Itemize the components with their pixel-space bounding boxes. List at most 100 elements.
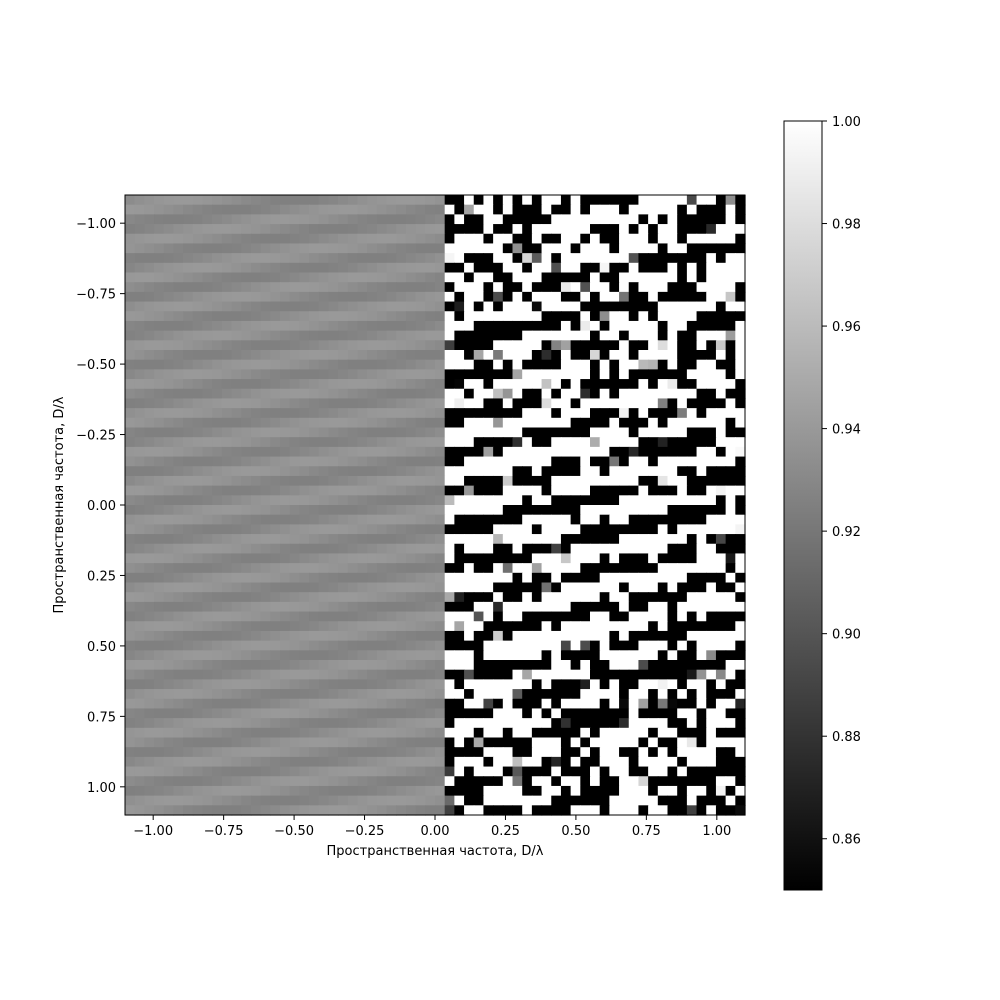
heatmap-cell bbox=[367, 427, 378, 438]
heatmap-cell bbox=[328, 282, 339, 293]
heatmap-cell bbox=[183, 630, 194, 642]
heatmap-cell bbox=[435, 301, 446, 312]
heatmap-cell bbox=[173, 456, 184, 467]
heatmap-cell bbox=[454, 524, 465, 535]
heatmap-cell bbox=[454, 320, 465, 332]
heatmap-cell bbox=[192, 640, 204, 651]
heatmap-cell bbox=[541, 466, 552, 477]
heatmap-cell bbox=[338, 756, 349, 768]
heatmap-cell bbox=[696, 747, 707, 758]
heatmap-cell bbox=[522, 630, 533, 642]
heatmap-cell bbox=[531, 563, 543, 574]
heatmap-cell bbox=[202, 630, 213, 642]
heatmap-cell bbox=[473, 756, 485, 768]
heatmap-cell bbox=[522, 727, 533, 739]
heatmap-cell bbox=[289, 611, 300, 622]
heatmap-cell bbox=[154, 398, 165, 409]
heatmap-cell bbox=[357, 514, 368, 525]
heatmap-cell bbox=[415, 398, 426, 409]
heatmap-cell bbox=[125, 446, 136, 458]
heatmap-cell bbox=[590, 195, 601, 206]
heatmap-cell bbox=[212, 795, 223, 806]
heatmap-cell bbox=[657, 301, 669, 312]
heatmap-cell bbox=[560, 689, 572, 700]
heatmap-cell bbox=[696, 650, 707, 661]
heatmap-cell bbox=[560, 505, 572, 516]
heatmap-cell bbox=[696, 660, 707, 671]
heatmap-cell bbox=[435, 505, 446, 516]
heatmap-cell bbox=[154, 785, 165, 797]
heatmap-cell bbox=[376, 446, 388, 458]
heatmap-cell bbox=[609, 524, 620, 535]
heatmap-cell bbox=[318, 689, 330, 700]
heatmap-cell bbox=[260, 563, 271, 574]
heatmap-cell bbox=[144, 350, 155, 361]
heatmap-cell bbox=[173, 621, 184, 632]
heatmap-cell bbox=[338, 708, 349, 719]
heatmap-cell bbox=[202, 718, 213, 729]
heatmap-cell bbox=[531, 766, 543, 777]
heatmap-cell bbox=[648, 388, 659, 400]
heatmap-cell bbox=[512, 505, 523, 516]
heatmap-cell bbox=[531, 291, 543, 303]
heatmap-cell bbox=[202, 805, 213, 816]
heatmap-cell bbox=[657, 505, 669, 516]
heatmap-cell bbox=[696, 592, 707, 603]
heatmap-cell bbox=[338, 466, 349, 477]
heatmap-cell bbox=[657, 369, 669, 380]
heatmap-cell bbox=[483, 214, 494, 225]
heatmap-cell bbox=[735, 398, 746, 409]
heatmap-cell bbox=[638, 698, 649, 710]
heatmap-cell bbox=[183, 446, 194, 458]
heatmap-cell bbox=[415, 621, 426, 632]
heatmap-cell bbox=[367, 805, 378, 816]
heatmap-cell bbox=[609, 563, 620, 574]
heatmap-cell bbox=[367, 756, 378, 768]
heatmap-cell bbox=[628, 320, 640, 332]
heatmap-cell bbox=[163, 359, 175, 370]
heatmap-cell bbox=[386, 785, 397, 797]
heatmap-cell bbox=[619, 698, 630, 710]
heatmap-cell bbox=[367, 785, 378, 797]
heatmap-cell bbox=[212, 350, 223, 361]
heatmap-cell bbox=[735, 640, 746, 651]
heatmap-cell bbox=[212, 650, 223, 661]
heatmap-cell bbox=[580, 534, 591, 545]
heatmap-cell bbox=[134, 204, 145, 215]
heatmap-cell bbox=[590, 776, 601, 787]
heatmap-cell bbox=[677, 291, 688, 303]
heatmap-cell bbox=[599, 524, 610, 535]
heatmap-cell bbox=[580, 301, 591, 312]
heatmap-cell bbox=[580, 475, 591, 487]
heatmap-cell bbox=[202, 195, 213, 206]
heatmap-cell bbox=[125, 505, 136, 516]
heatmap-cell bbox=[250, 204, 262, 215]
heatmap-cell bbox=[444, 485, 455, 496]
heatmap-cell bbox=[580, 485, 591, 496]
heatmap-cell bbox=[309, 543, 320, 555]
heatmap-cell bbox=[531, 475, 543, 487]
heatmap-cell bbox=[367, 369, 378, 380]
heatmap-cell bbox=[386, 563, 397, 574]
heatmap-cell bbox=[512, 330, 523, 341]
heatmap-cell bbox=[231, 708, 242, 719]
heatmap-cell bbox=[541, 417, 552, 429]
heatmap-cell bbox=[338, 369, 349, 380]
heatmap-cell bbox=[686, 233, 698, 245]
heatmap-cell bbox=[590, 233, 601, 245]
heatmap-cell bbox=[144, 340, 155, 351]
heatmap-cell bbox=[580, 553, 591, 564]
heatmap-cell bbox=[454, 330, 465, 341]
heatmap-cell bbox=[560, 233, 572, 245]
heatmap-cell bbox=[473, 543, 485, 555]
heatmap-cell bbox=[260, 640, 271, 651]
heatmap-cell bbox=[386, 485, 397, 496]
heatmap-cell bbox=[212, 534, 223, 545]
heatmap-cell bbox=[444, 408, 455, 419]
heatmap-cell bbox=[376, 543, 388, 555]
heatmap-cell bbox=[386, 224, 397, 235]
heatmap-cell bbox=[609, 446, 620, 458]
heatmap-cell bbox=[735, 427, 746, 438]
heatmap-cell bbox=[318, 437, 330, 448]
heatmap-cell bbox=[154, 485, 165, 496]
